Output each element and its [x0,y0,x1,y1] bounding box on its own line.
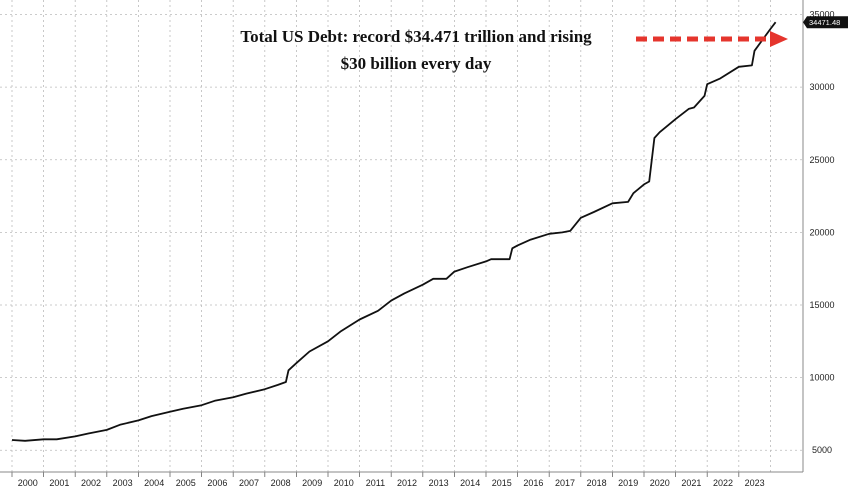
y-tick-label: 35000 [809,10,834,20]
y-tick-label: 5000 [812,445,832,455]
x-tick-label: 2020 [650,478,670,488]
x-tick-label: 2005 [176,478,196,488]
y-tick-label: 20000 [809,227,834,237]
y-tick-label: 10000 [809,373,834,383]
x-tick-label: 2016 [523,478,543,488]
last-value-layer: 34471.48 [803,16,848,29]
x-tick-label: 2008 [271,478,291,488]
x-tick-label: 2004 [144,478,164,488]
axes: 5000 10000 15000 20000 25000 30000 35000 2000 20… [0,0,835,488]
x-tick-label: 2010 [334,478,354,488]
x-tick-label: 2003 [113,478,133,488]
annotation: Total US Debt: record $34.471 trillion a… [240,27,788,73]
y-tick-label: 25000 [809,155,834,165]
x-tick-label: 2022 [713,478,733,488]
last-value-label: 34471.48 [809,18,840,27]
y-tick-label: 15000 [809,300,834,310]
x-tick-label: 2002 [81,478,101,488]
x-tick-label: 2019 [618,478,638,488]
x-tick-label: 2018 [587,478,607,488]
annotation-line-1: Total US Debt: record $34.471 trillion a… [240,27,592,46]
x-tick-label: 2007 [239,478,259,488]
debt-series-line [11,21,777,442]
x-tick-label: 2006 [207,478,227,488]
y-tick-label: 30000 [809,82,834,92]
annotation-line-2: $30 billion every day [341,54,492,73]
x-tick-label: 2014 [460,478,480,488]
x-tick-label: 2023 [745,478,765,488]
x-tick-label: 2000 [18,478,38,488]
x-tick-label: 2013 [429,478,449,488]
x-tick-label: 2021 [681,478,701,488]
last-value-box [803,16,848,29]
x-tick-label: 2011 [366,478,385,488]
annotation-arrow-head [770,31,788,47]
grid [0,0,803,472]
x-tick-label: 2015 [492,478,512,488]
x-tick-label: 2009 [302,478,322,488]
x-tick-label: 2012 [397,478,417,488]
series-line-layer [11,21,777,442]
x-tick-label: 2017 [555,478,575,488]
x-tick-label: 2001 [49,478,69,488]
